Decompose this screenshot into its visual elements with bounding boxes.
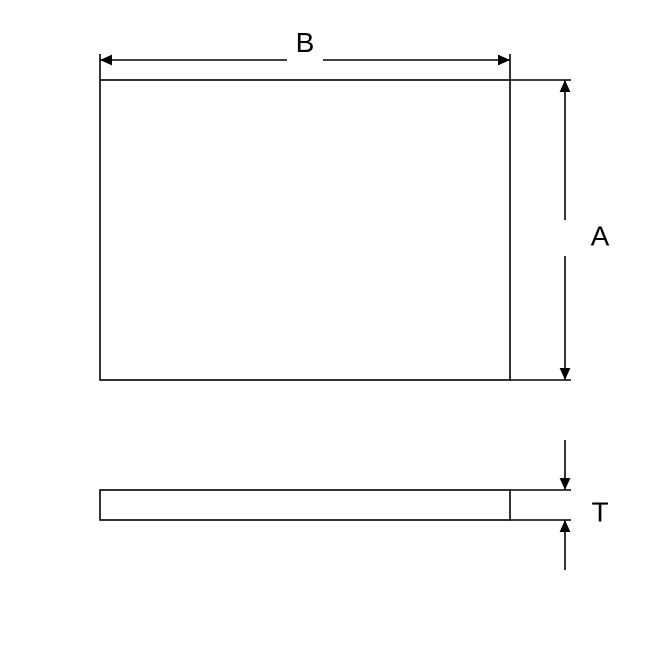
plate-plan-view bbox=[100, 80, 510, 380]
plate-edge-view bbox=[100, 490, 510, 520]
dimension-t bbox=[510, 440, 571, 570]
dimension-t-label: T bbox=[591, 496, 608, 527]
dimension-diagram: B A T bbox=[0, 0, 670, 670]
dimension-b-label: B bbox=[296, 27, 315, 58]
dimension-a bbox=[510, 80, 571, 380]
dimension-a-label: A bbox=[591, 220, 610, 251]
